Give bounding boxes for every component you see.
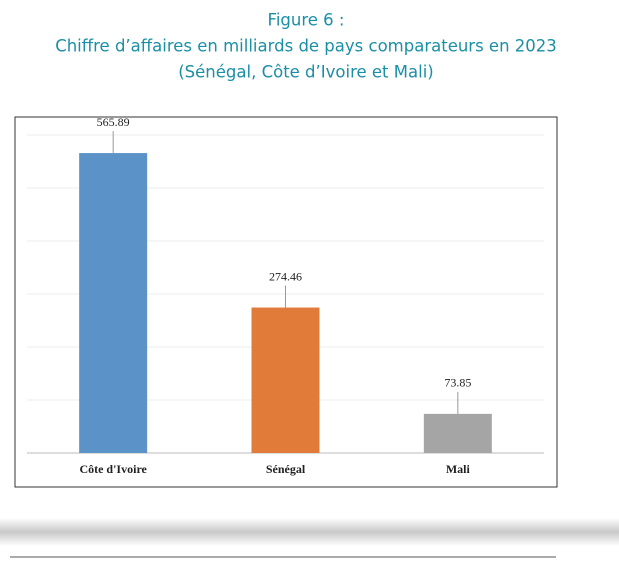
x-tick-label: Côte d'Ivoire [79, 462, 147, 476]
chart-title: Chiffre d’affaires en milliards de pays … [55, 37, 557, 56]
figure-label: Figure 6 : [268, 11, 345, 30]
value-label: 73.85 [444, 376, 471, 390]
bar [251, 307, 320, 453]
value-label: 565.89 [97, 115, 130, 129]
bar [423, 413, 492, 453]
x-tick-label: Sénégal [266, 462, 306, 476]
separator-band [0, 518, 619, 546]
plot: Côte d'Ivoire 565.89 Sénégal 274.46 Mali 73.8… [27, 115, 544, 476]
x-tick-label: Mali [446, 462, 471, 476]
bar [79, 153, 148, 453]
chart-subtitle: (Sénégal, Côte d’Ivoire et Mali) [178, 63, 433, 82]
value-label: 274.46 [269, 269, 302, 283]
